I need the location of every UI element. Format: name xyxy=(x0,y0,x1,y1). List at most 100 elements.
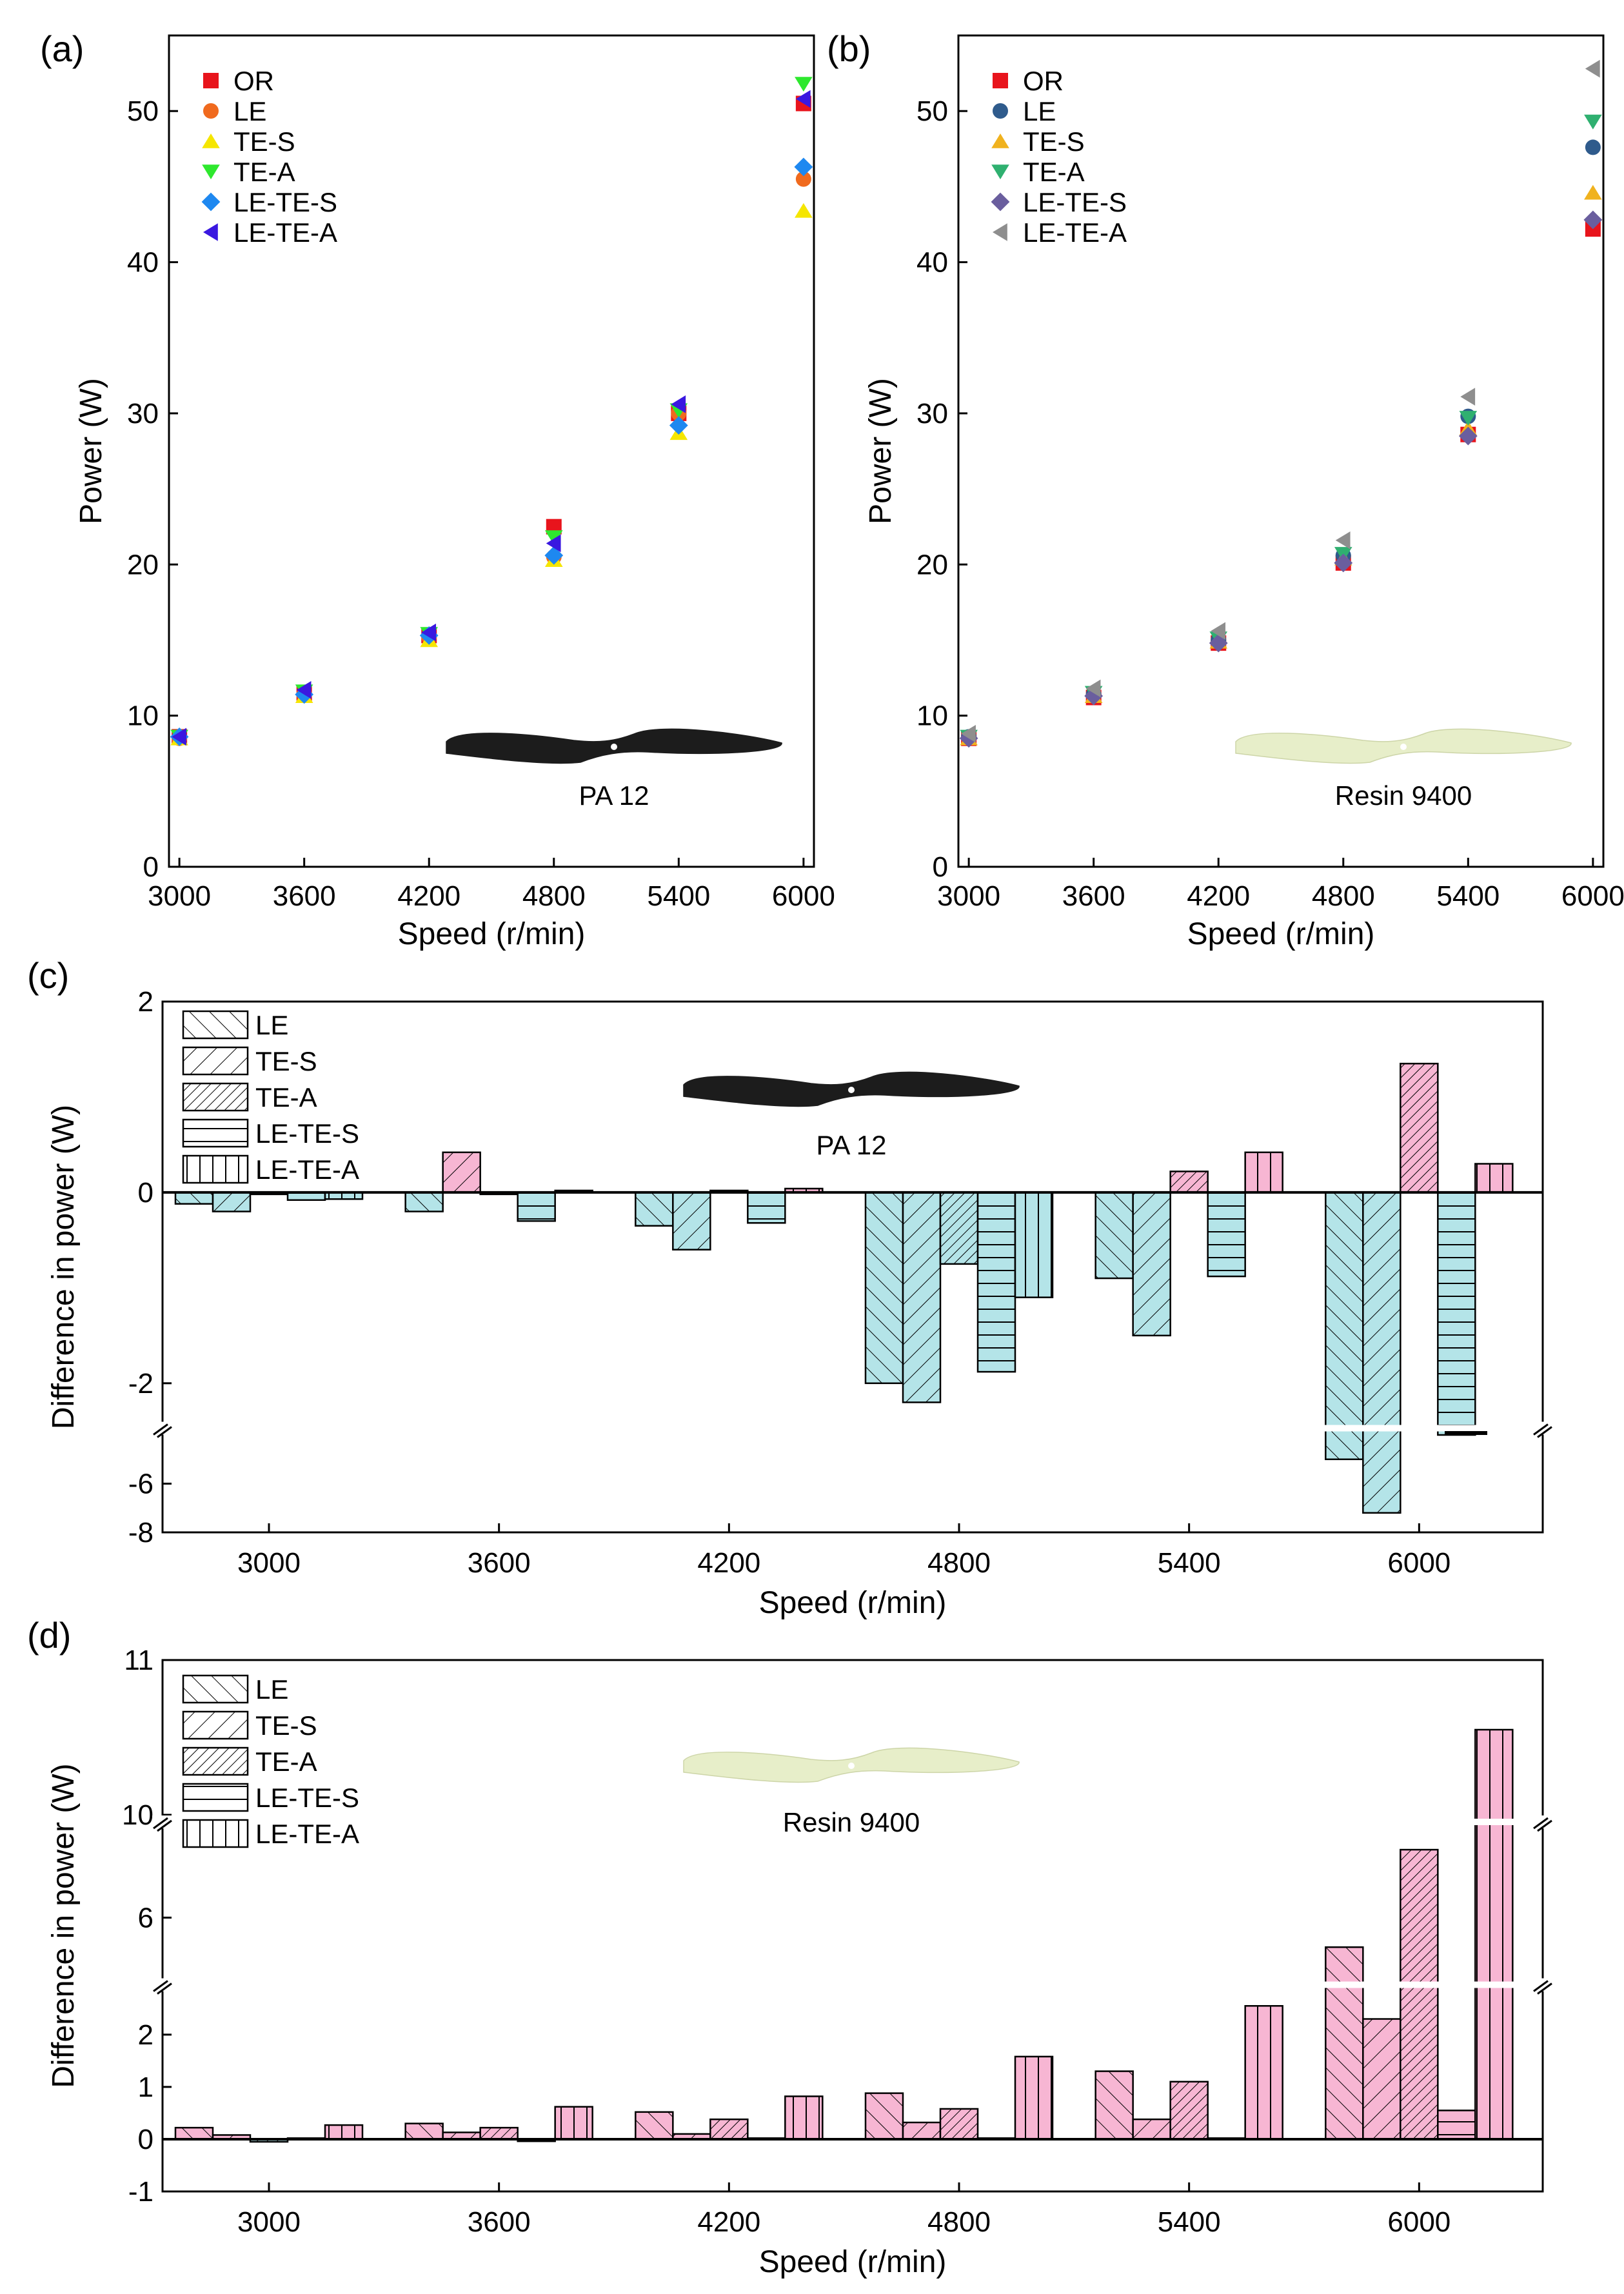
x-tick-label: 4800 xyxy=(927,1547,991,1579)
bar-hatch xyxy=(1094,2070,1134,2141)
bar xyxy=(324,2124,364,2141)
axis-break-mark xyxy=(1533,1980,1549,1992)
data-point xyxy=(1084,686,1104,706)
legend-label: TE-S xyxy=(233,126,295,157)
legend-label: LE xyxy=(233,96,266,126)
data-point xyxy=(1334,553,1353,573)
data-point xyxy=(546,534,561,553)
legend-label: LE xyxy=(1023,96,1056,126)
series-TE-S xyxy=(960,184,1602,746)
y-tick-label: 2 xyxy=(138,986,153,1018)
y-tick-label: -2 xyxy=(128,1368,153,1399)
bar-hatch xyxy=(1400,1848,1439,2141)
bar xyxy=(1244,2005,1283,2141)
data-point xyxy=(961,724,976,743)
axis-break-mark xyxy=(1537,1426,1552,1438)
y-tick-label: 0 xyxy=(143,851,159,883)
legend-marker xyxy=(991,133,1009,148)
axis-break-mark xyxy=(157,1983,172,1995)
y-axis-label: Difference in power (W) xyxy=(46,1763,81,2088)
bar xyxy=(1400,1062,1439,1194)
axis-break-mark xyxy=(153,1423,168,1436)
y-tick-label: 10 xyxy=(916,700,948,732)
x-tick-label: 4200 xyxy=(697,2206,760,2238)
x-tick-label: 5400 xyxy=(1158,1547,1221,1579)
bar xyxy=(1400,1848,1439,2141)
x-tick-label: 5400 xyxy=(1158,2206,1221,2238)
bar-hatch xyxy=(902,2121,942,2141)
y-axis-label: Power (W) xyxy=(864,378,898,524)
bar-hatch xyxy=(1325,1946,1364,2141)
bar-hatch xyxy=(479,2126,519,2141)
bar xyxy=(939,2108,979,2141)
bar xyxy=(1094,1191,1134,1280)
x-tick-label: 3600 xyxy=(273,880,336,912)
bar xyxy=(442,1151,481,1194)
x-tick-label: 4800 xyxy=(522,880,586,912)
bar xyxy=(1132,1191,1171,1337)
data-point xyxy=(795,203,813,218)
bar-hatch xyxy=(976,1191,1016,1373)
data-point xyxy=(1584,184,1602,200)
axis-break-mark xyxy=(157,1819,172,1832)
data-point xyxy=(1458,426,1478,446)
data-point xyxy=(795,171,811,187)
bar-hatch xyxy=(1132,2118,1171,2141)
bar-hatch xyxy=(404,1191,444,1212)
axis-break-mark xyxy=(153,1980,168,1992)
bar-hatch xyxy=(174,1191,214,1205)
data-point xyxy=(1585,139,1601,155)
data-point xyxy=(669,416,688,435)
legend-swatch xyxy=(182,1118,249,1148)
axis-break-gap xyxy=(165,1425,1540,1432)
bar xyxy=(517,1191,556,1222)
series-LE-TE-S xyxy=(959,210,1603,748)
legend-label: LE-TE-A xyxy=(255,1154,359,1185)
y-tick-label: 0 xyxy=(138,2124,153,2155)
bar-hatch xyxy=(1362,1191,1401,1514)
x-axis-label: Speed (r/min) xyxy=(1187,917,1375,951)
x-tick-label: 4200 xyxy=(397,880,460,912)
bar xyxy=(1094,2070,1134,2141)
x-tick-label: 4800 xyxy=(1312,880,1375,912)
bar-hatch xyxy=(404,2122,444,2141)
propeller-image-hub xyxy=(1400,744,1407,750)
plot-frame xyxy=(161,1659,1544,2193)
bar-hatch xyxy=(1014,2055,1054,2141)
y-axis-label: Power (W) xyxy=(74,378,108,524)
y-tick-label: 20 xyxy=(916,549,948,580)
legend-label: TE-S xyxy=(255,1710,317,1741)
bar xyxy=(902,2121,942,2141)
bar xyxy=(1474,1728,1514,2141)
bar xyxy=(976,1191,1016,1373)
bar xyxy=(1362,2018,1401,2141)
y-tick-label: 0 xyxy=(933,851,948,883)
bar-hatch xyxy=(1207,1191,1246,1278)
legend-label: LE-TE-A xyxy=(1023,217,1127,248)
bar xyxy=(1207,1191,1246,1278)
x-tick-label: 6000 xyxy=(1387,2206,1451,2238)
axis-break-mark xyxy=(1533,1817,1549,1830)
propeller-image-hub xyxy=(611,744,617,750)
propeller-image-hub xyxy=(848,1087,855,1093)
bar xyxy=(635,1191,674,1227)
x-tick-label: 6000 xyxy=(1561,880,1624,912)
plot-frame xyxy=(161,1000,1544,1534)
bar-hatch xyxy=(442,1151,481,1194)
legend-label: OR xyxy=(1023,66,1064,96)
data-point xyxy=(544,530,563,546)
bar-panel-(c): (c) 2 0 -2 -6 -8 3000 3600 4200 4800 5400 6000 Speed… xyxy=(27,955,1553,1620)
x-tick-label: 3600 xyxy=(1062,880,1125,912)
data-point xyxy=(671,395,686,413)
bar-hatch xyxy=(1400,1062,1439,1194)
bar xyxy=(1014,1191,1054,1298)
y-tick-label: 40 xyxy=(127,247,159,279)
x-tick-label: 3000 xyxy=(148,880,211,912)
bar xyxy=(174,2126,214,2141)
bar xyxy=(902,1191,942,1403)
legend-swatch xyxy=(182,1710,249,1740)
bar xyxy=(1014,2055,1054,2141)
y-tick-label: 50 xyxy=(916,95,948,127)
series-TE-S xyxy=(170,203,813,746)
legend-marker xyxy=(993,73,1008,88)
